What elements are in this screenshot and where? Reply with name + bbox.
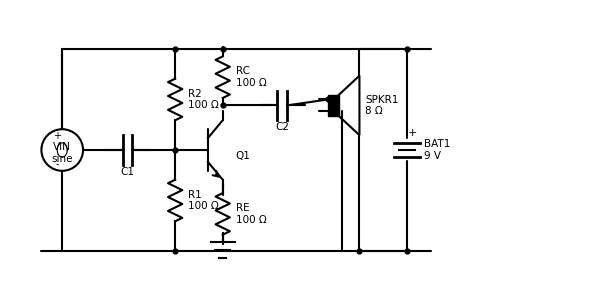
Text: -: - — [56, 159, 59, 169]
Text: C2: C2 — [275, 122, 289, 132]
Text: R1
100 Ω: R1 100 Ω — [188, 190, 219, 211]
Text: R2
100 Ω: R2 100 Ω — [188, 89, 219, 110]
Text: VIN
sine: VIN sine — [52, 142, 73, 164]
Text: +: + — [53, 131, 61, 141]
Text: RC
100 Ω: RC 100 Ω — [236, 66, 266, 88]
Bar — [328, 95, 338, 116]
Text: +: + — [408, 128, 418, 138]
Text: SPKR1
8 Ω: SPKR1 8 Ω — [365, 94, 399, 116]
Text: Q1: Q1 — [236, 151, 251, 161]
Text: BAT1
9 V: BAT1 9 V — [424, 139, 450, 161]
Text: C1: C1 — [121, 167, 134, 177]
Text: RE
100 Ω: RE 100 Ω — [236, 203, 266, 225]
